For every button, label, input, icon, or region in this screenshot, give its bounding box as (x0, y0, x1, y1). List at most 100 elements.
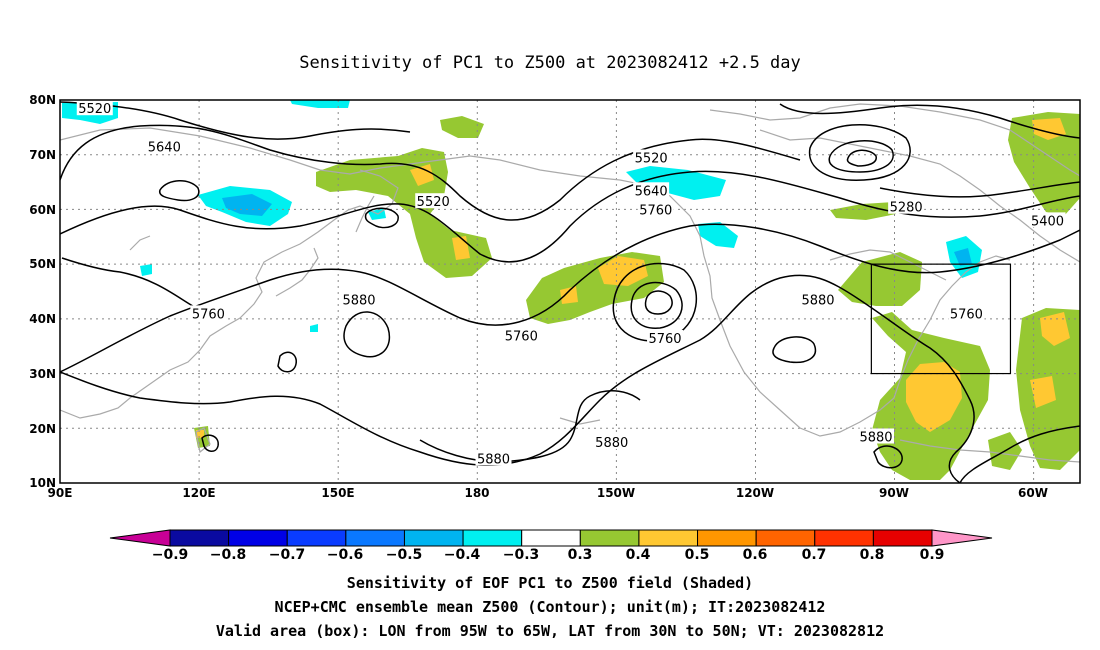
colorbar-swatch (228, 529, 288, 547)
contour-label-background (800, 291, 837, 307)
colorbar-label: 0.7 (802, 547, 827, 563)
positive-sensitivity-region (560, 286, 578, 304)
lat-tick-label: 80N (29, 93, 56, 107)
positive-sensitivity-region (1030, 376, 1056, 408)
positive-sensitivity-region (830, 202, 896, 220)
contour-label-text: 5520 (417, 195, 450, 210)
contour-label-text: 5520 (78, 102, 111, 117)
contour-label-text: 5760 (505, 329, 538, 344)
positive-sensitivity-region (598, 256, 648, 286)
lat-tick-label: 70N (29, 148, 56, 162)
colorbar-labels: −0.9 −0.8 −0.7 −0.6 −0.5 −0.4 −0.3 0.3 0… (152, 547, 945, 563)
contour-label: 5520 (633, 149, 670, 166)
contour-label-background (1029, 212, 1066, 228)
contour-label-text: 5280 (890, 201, 923, 216)
colorbar-label: 0.5 (685, 547, 710, 563)
lon-tick-label: 120E (182, 486, 215, 500)
colorbar-label: −0.6 (327, 547, 364, 563)
contour-label: 5880 (475, 450, 512, 467)
contour-label-text: 5880 (342, 294, 375, 309)
lat-tick-label: 20N (29, 422, 56, 436)
lat-tick-label: 60N (29, 203, 56, 217)
colorbar-label: −0.5 (386, 547, 423, 563)
negative-sensitivity-region (626, 166, 726, 200)
contour-label-background (415, 193, 452, 209)
map-title: Sensitivity of PC1 to Z500 at 2023082412… (299, 53, 801, 73)
map-frame (59, 99, 1081, 484)
contour-label-text: 5760 (648, 332, 681, 347)
negative-sensitivity-region (310, 324, 318, 332)
positive-sensitivity-region (410, 164, 434, 186)
negative-sensitivity-region (698, 222, 738, 248)
contour-label: 5880 (593, 433, 630, 451)
contour-label: 5760 (637, 201, 674, 218)
contour-label-text: 5880 (477, 452, 510, 467)
lon-tick-label: 150E (321, 486, 354, 500)
colorbar-swatch (638, 529, 699, 547)
contour-label-text: 5640 (635, 184, 668, 199)
caption-line-3: Valid area (box): LON from 95W to 65W, L… (216, 622, 884, 640)
contour-label-background (593, 433, 630, 449)
contour-label-background (341, 291, 378, 307)
colorbar-swatch (403, 529, 464, 547)
colorbar-high-extend (931, 529, 993, 547)
contour-label-text: 5880 (801, 294, 834, 309)
contour-labels: 5520 5640 5520 5520 5640 5760 5280 5400 5760 5880… (76, 100, 1066, 467)
negative-sensitivity-region (290, 100, 350, 108)
colorbar-label: 0.8 (860, 547, 885, 563)
lat-tick-label: 40N (29, 312, 56, 326)
colorbar-label: 0.6 (743, 547, 768, 563)
colorbar-label: −0.9 (152, 547, 189, 563)
positive-sensitivity-region (316, 148, 492, 278)
contour-label: 5880 (341, 291, 378, 309)
colorbar-swatch (872, 529, 933, 547)
contour-label-text: 5400 (1031, 214, 1064, 229)
contour-label-text: 5880 (859, 430, 892, 445)
negative-sensitivity-region (222, 194, 272, 216)
contour-label: 5520 (415, 193, 452, 210)
contour-label-text: 5760 (950, 307, 983, 322)
colorbar-swatch (286, 529, 347, 547)
contour-label-background (190, 305, 227, 321)
lat-tick-labels: 80N 70N 60N 50N 40N 30N 20N 10N (29, 93, 56, 490)
contour-label-text: 5520 (635, 151, 668, 166)
contour-label-background (146, 138, 183, 154)
lat-tick-label: 10N (29, 476, 56, 490)
lon-tick-label: 90E (48, 486, 73, 500)
positive-sensitivity-region (196, 430, 204, 438)
contour-label-background (647, 330, 684, 346)
positive-sensitivity-region (1040, 312, 1070, 346)
positive-sensitivity-region (838, 252, 922, 306)
colorbar-label: −0.3 (503, 547, 540, 563)
colorbar: −0.9 −0.8 −0.7 −0.6 −0.5 −0.4 −0.3 0.3 0… (109, 529, 993, 563)
contour-label: 5640 (146, 138, 183, 156)
colorbar-label: −0.7 (269, 547, 306, 563)
colorbar-label: 0.9 (920, 547, 945, 563)
lon-tick-label: 90W (879, 486, 909, 500)
contour-label: 5760 (948, 305, 985, 322)
contour-label-background (76, 100, 113, 116)
valid-area-box (870, 263, 1012, 375)
contour-label: 5520 (76, 100, 113, 117)
colorbar-swatch (169, 529, 230, 547)
contour-label: 5400 (1029, 212, 1066, 229)
contour-label: 5640 (633, 182, 670, 199)
contour-label-text: 5760 (192, 307, 225, 322)
contour-label-background (637, 201, 674, 217)
negative-sensitivity-region (954, 248, 972, 266)
caption-line-1: Sensitivity of EOF PC1 to Z500 field (Sh… (347, 574, 753, 592)
contour-label-background (503, 327, 540, 343)
positive-sensitivity-region (440, 116, 484, 138)
colorbar-swatch (814, 529, 874, 547)
contour-label-text: 5880 (595, 436, 628, 451)
contour-label: 5880 (858, 428, 894, 445)
lon-tick-label: 180 (464, 486, 489, 500)
contour-label-background (948, 305, 985, 321)
contour-label-background (888, 198, 925, 214)
figure-caption: Sensitivity of EOF PC1 to Z500 field (Sh… (216, 574, 884, 640)
contour-label-text: 5760 (639, 203, 672, 218)
positive-sensitivity-region (1008, 112, 1080, 216)
colorbar-label: 0.4 (626, 547, 651, 563)
colorbar-swatch (755, 529, 816, 547)
